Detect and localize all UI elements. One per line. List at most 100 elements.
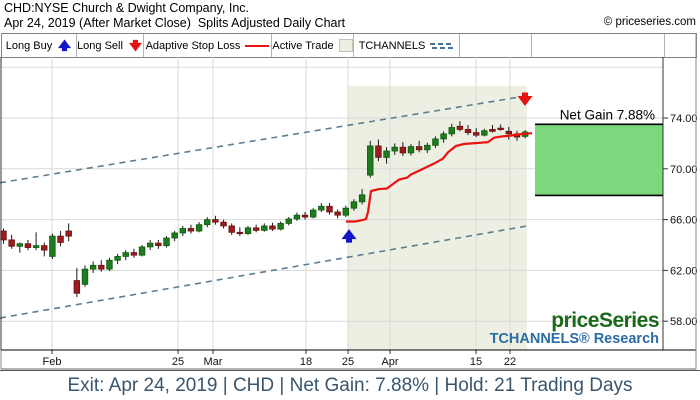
- candlestick: [171, 232, 178, 239]
- candlestick: [456, 125, 464, 130]
- candlestick: [244, 227, 252, 234]
- x-axis-label: 25: [342, 356, 354, 368]
- long-sell-signal-arrow: [517, 92, 533, 106]
- candlestick: [334, 211, 341, 216]
- candlestick: [399, 146, 407, 154]
- candlestick: [89, 264, 97, 270]
- candlestick: [187, 228, 195, 232]
- upper-channel-line: [0, 94, 528, 184]
- candlestick: [285, 218, 292, 224]
- candlestick: [252, 227, 260, 231]
- legend-item-active-trade: Active Trade: [272, 34, 354, 57]
- candlestick: [65, 230, 72, 237]
- legend-item-long-buy: Long Buy: [2, 34, 77, 57]
- legend-tchannels-label: TCHANNELS: [358, 39, 426, 52]
- legend-spacer-cell: [532, 34, 665, 57]
- x-axis-label: Feb: [43, 356, 62, 368]
- status-bar: Exit: Apr 24, 2019 | CHD | Net Gain: 7.8…: [0, 370, 700, 400]
- candlestick: [49, 235, 56, 257]
- x-axis-label: 15: [470, 356, 482, 368]
- candlestick: [481, 130, 488, 136]
- candlestick: [309, 209, 317, 218]
- chart-subtitle: Apr 24, 2019 (After Market Close) Splits…: [4, 16, 346, 30]
- legend-spacer-cell: [460, 34, 532, 57]
- copyright-text: © priceseries.com: [603, 16, 696, 28]
- legend-item-adaptive-stop-loss: Adaptive Stop Loss: [144, 34, 272, 57]
- candlestick: [106, 259, 113, 270]
- candlestick: [220, 221, 227, 227]
- legend-stop-loss-label: Adaptive Stop Loss: [145, 39, 241, 52]
- status-bar-text: Exit: Apr 24, 2019 | CHD | Net Gain: 7.8…: [67, 374, 633, 396]
- x-axis-label: Apr: [381, 356, 398, 368]
- candlestick: [464, 129, 472, 134]
- candlestick: [195, 224, 203, 232]
- candlestick: [424, 144, 431, 151]
- candlestick: [269, 225, 276, 230]
- candlestick: [8, 239, 15, 247]
- x-axis-label: 22: [504, 356, 516, 368]
- y-axis-label: 62.00: [670, 265, 698, 277]
- y-axis-label: 66.00: [670, 215, 698, 227]
- candlestick: [0, 230, 7, 241]
- candlestick: [24, 243, 32, 248]
- long-buy-arrow-icon: [58, 39, 72, 52]
- legend-long-buy-label: Long Buy: [5, 39, 53, 52]
- candlestick: [391, 146, 398, 152]
- y-axis-label: 58.00: [670, 316, 698, 328]
- tchannels-research-watermark: TCHANNELS® Research: [489, 331, 659, 347]
- candlestick: [383, 150, 390, 158]
- candlestick: [155, 242, 162, 247]
- candlestick: [81, 268, 89, 285]
- candlestick: [41, 245, 48, 251]
- candlestick: [497, 127, 504, 130]
- long-sell-arrow-icon: [128, 39, 142, 52]
- candlestick: [204, 219, 211, 226]
- legend-bar: Long Buy Long Sell Adaptive Stop Loss Ac…: [1, 33, 697, 58]
- x-axis-label: Mar: [204, 356, 223, 368]
- x-axis-label: 18: [300, 356, 312, 368]
- candlestick: [130, 252, 138, 256]
- x-axis-label: 25: [172, 356, 184, 368]
- candlestick: [261, 225, 268, 231]
- candlestick: [440, 133, 447, 140]
- candlestick: [32, 245, 40, 248]
- stop-loss-line-icon: [245, 44, 270, 47]
- candlestick: [98, 264, 105, 270]
- candlestick: [342, 207, 349, 216]
- candlestick: [448, 127, 455, 135]
- candlestick: [212, 219, 219, 223]
- active-trade-swatch-icon: [338, 39, 353, 52]
- tchannels-dashes-icon: [430, 42, 454, 49]
- candlestick: [57, 235, 64, 243]
- candlestick: [277, 223, 284, 230]
- candlestick: [73, 280, 81, 294]
- candlestick: [415, 146, 423, 151]
- candlestick: [407, 146, 415, 154]
- y-axis-label: 70.00: [670, 164, 698, 176]
- candlestick: [293, 214, 301, 220]
- legend-active-trade-label: Active Trade: [272, 39, 334, 52]
- candlestick: [179, 228, 186, 234]
- candlestick: [367, 145, 374, 176]
- stop-loss-line: [346, 132, 533, 223]
- net-gain-label: Net Gain 7.88%: [560, 107, 655, 122]
- candlestick: [375, 145, 382, 158]
- candlestick: [301, 214, 309, 218]
- candlestick: [16, 243, 23, 247]
- long-buy-signal-arrow: [341, 229, 357, 243]
- candlestick: [138, 246, 146, 256]
- candlestick: [236, 231, 244, 235]
- candlestick: [318, 205, 325, 211]
- chart-title: CHD:NYSE Church & Dwight Company, Inc.: [4, 1, 249, 15]
- net-gain-box: [535, 124, 663, 196]
- candlestick: [505, 130, 512, 135]
- lower-channel-line: [0, 225, 528, 319]
- candlestick: [228, 225, 235, 233]
- candlestick: [114, 256, 121, 261]
- candlestick: [122, 252, 129, 257]
- y-axis-label: 74.00: [670, 113, 698, 125]
- candlestick: [472, 132, 480, 136]
- priceseries-watermark: priceSeries: [551, 309, 659, 332]
